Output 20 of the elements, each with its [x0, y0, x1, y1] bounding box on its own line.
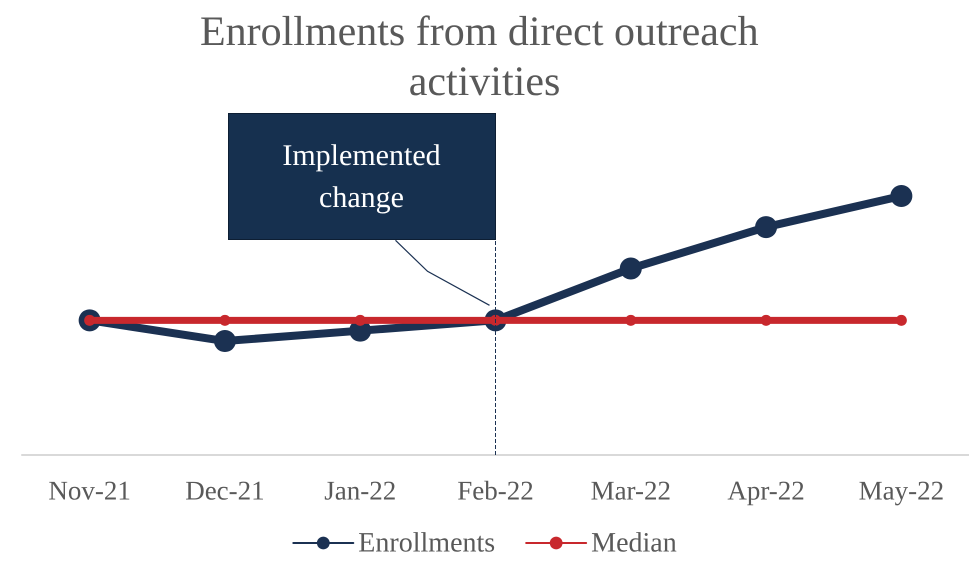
point — [755, 216, 778, 238]
point — [760, 314, 772, 326]
annotation: Implemented change — [281, 138, 442, 216]
point — [354, 314, 366, 326]
x-tick-label: Feb-22 — [457, 476, 534, 506]
chart-title: Enrollments from direct outreach activities — [200, 9, 770, 105]
point — [890, 185, 912, 207]
legend-label: Enrollments — [358, 528, 496, 558]
point — [625, 314, 636, 326]
legend-label: Median — [591, 528, 677, 558]
x-tick-label: Dec-21 — [185, 476, 265, 506]
point — [620, 258, 642, 280]
x-tick-label: Apr-22 — [727, 476, 805, 506]
x-tick-label: May-22 — [858, 476, 944, 506]
x-tick-label: Nov-21 — [48, 476, 131, 506]
x-tick-label: Jan-22 — [324, 476, 396, 506]
point — [214, 330, 236, 352]
point — [896, 314, 907, 326]
point — [219, 314, 230, 326]
x-tick-label: Mar-22 — [590, 476, 672, 506]
